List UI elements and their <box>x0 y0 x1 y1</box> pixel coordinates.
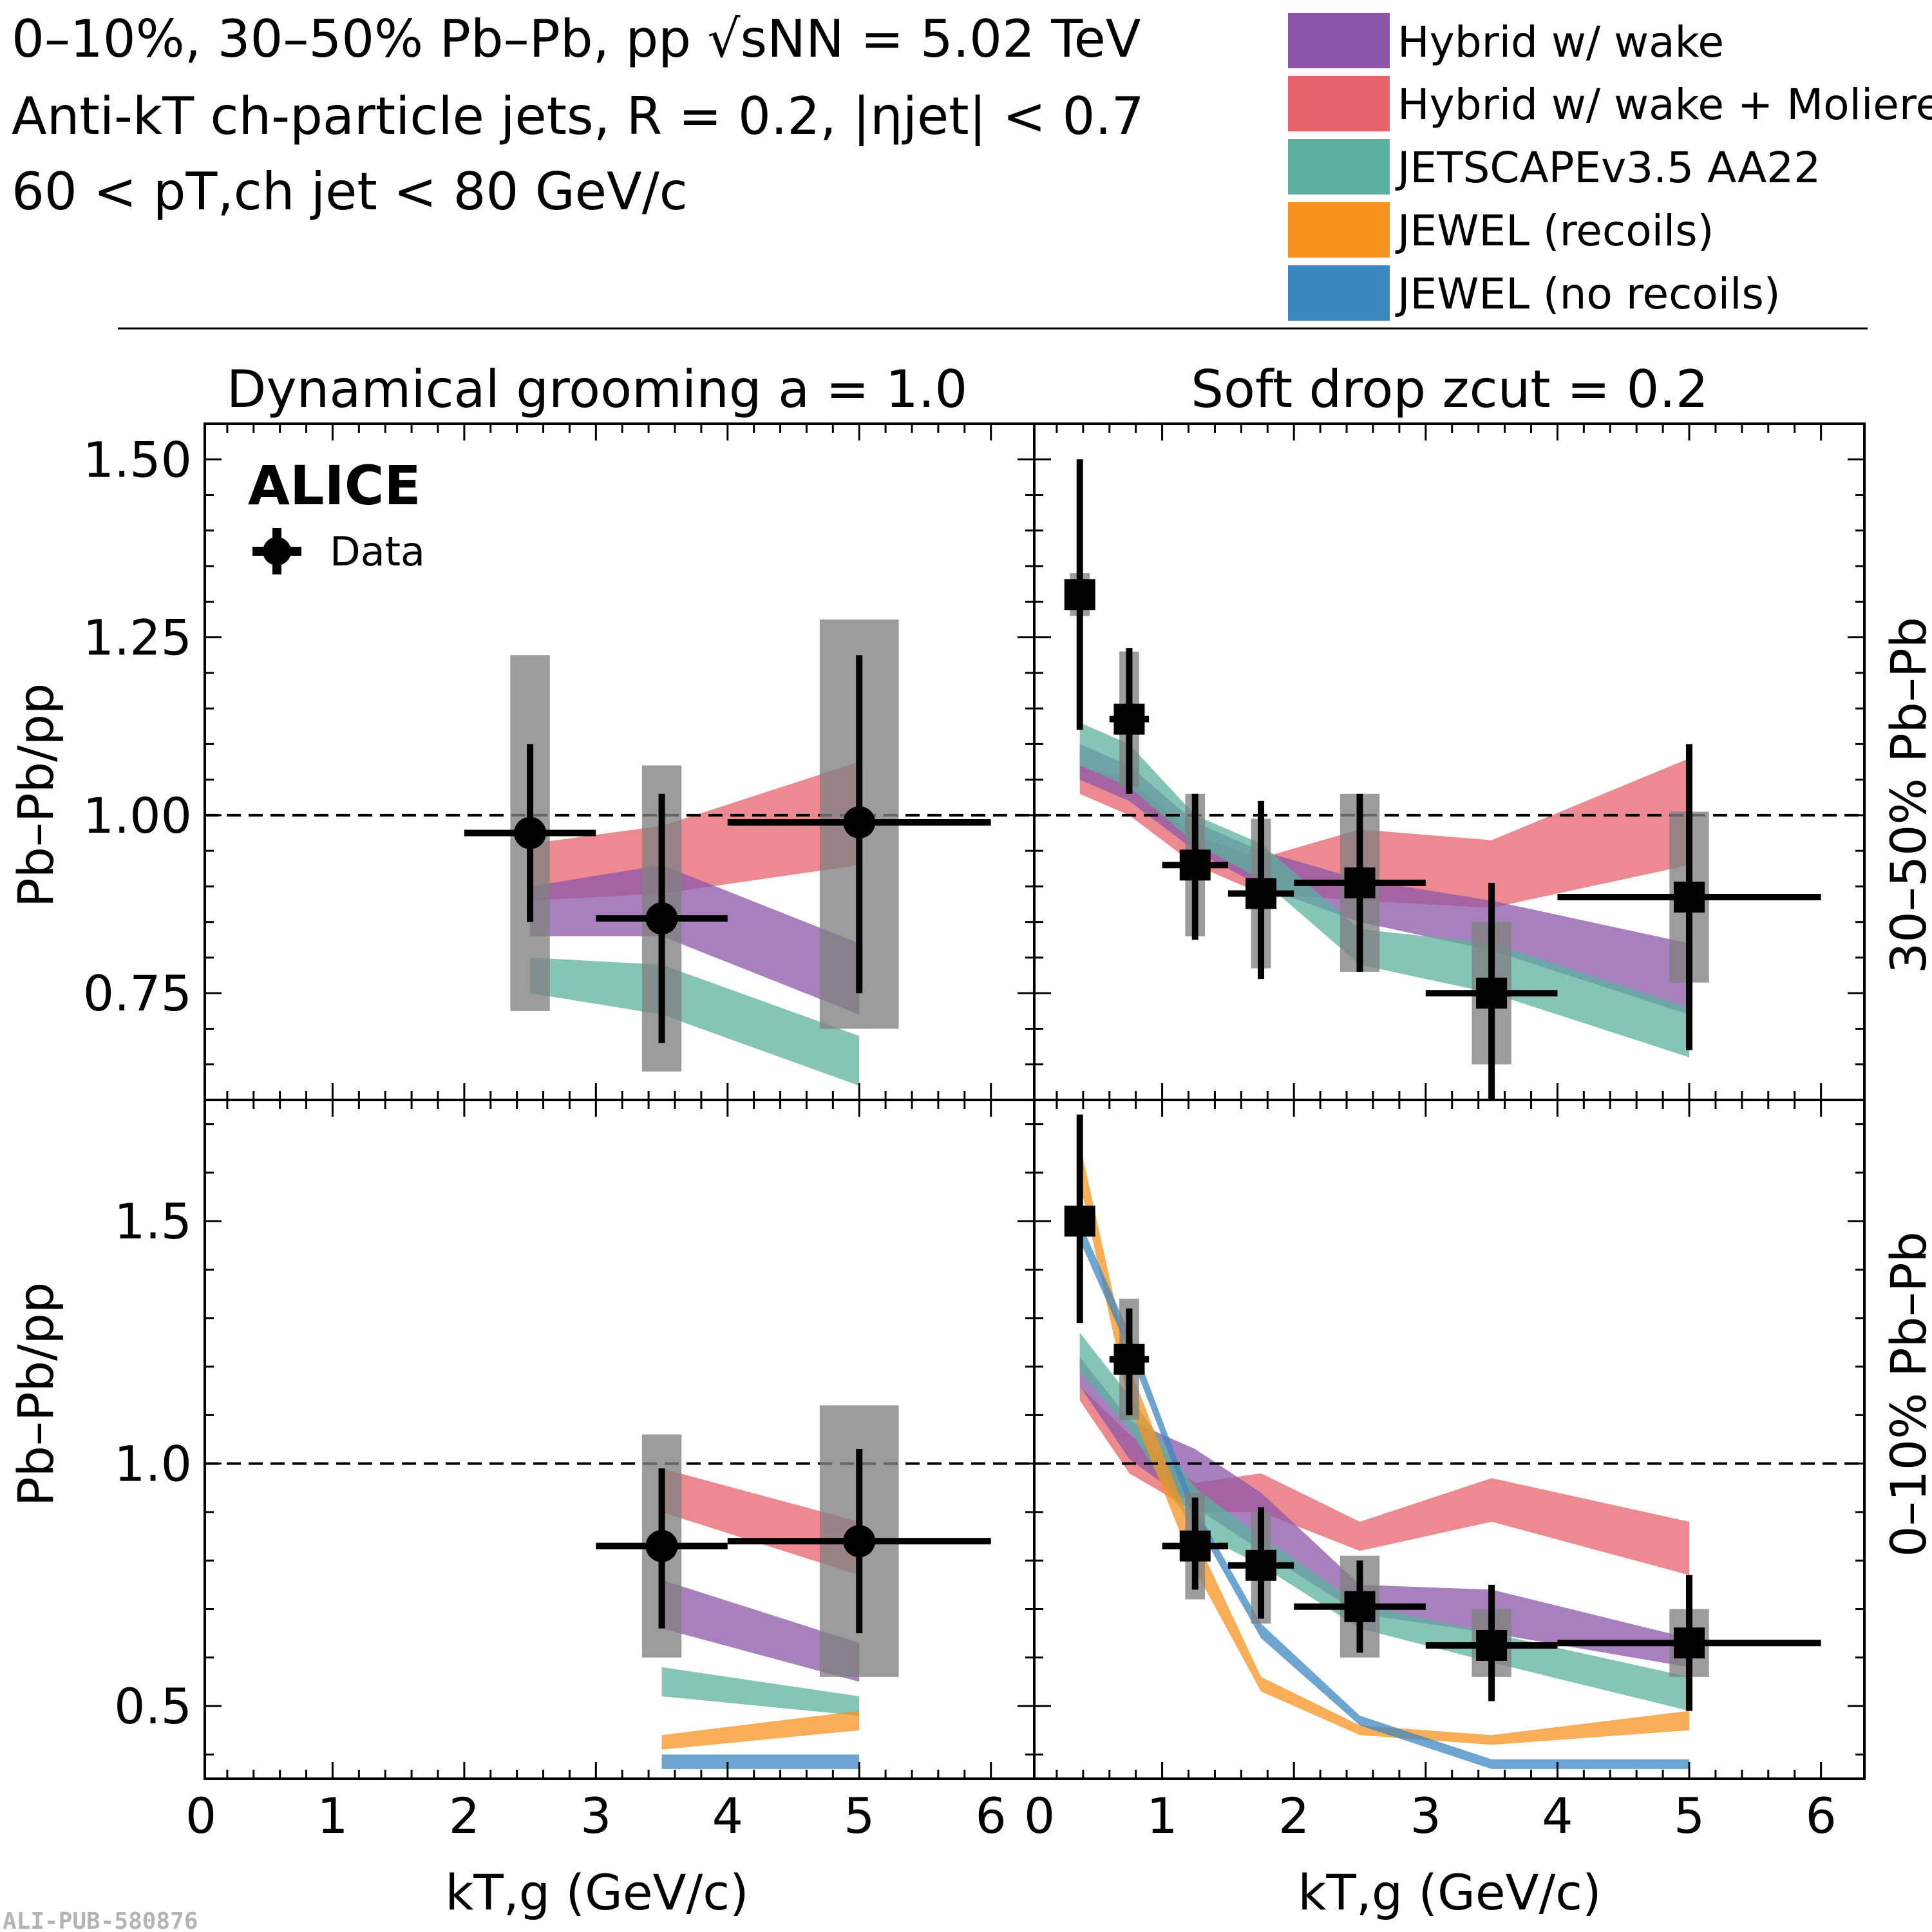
data-point-1 <box>843 1525 876 1558</box>
data-point-0 <box>1064 579 1095 611</box>
band-hybrid-w-wake <box>1079 744 1689 1015</box>
header-line-2: Anti-kT ch-particle jets, R = 0.2, |ηjet… <box>12 86 1144 147</box>
x-ticks <box>226 424 992 1100</box>
y-ticks <box>1034 1123 1864 1756</box>
band-hybrid-w-wake <box>530 865 860 1015</box>
y-ticks <box>1034 422 1864 1101</box>
y-tick-label: 1.25 <box>83 609 192 667</box>
data-point-0 <box>1064 1206 1095 1237</box>
y-tick-label: 1.00 <box>83 787 192 844</box>
band-jewel-no-recoils <box>661 1754 860 1769</box>
band-jewel-recoils <box>661 1710 860 1750</box>
column-title-left: Dynamical grooming a = 1.0 <box>227 359 968 419</box>
data-point-2 <box>843 806 876 838</box>
panel-frame <box>204 1099 1036 1780</box>
x-tick-label: 0 <box>1024 1787 1055 1844</box>
legend-label-jetscape: JETSCAPEv3.5 AA22 <box>1395 143 1821 193</box>
column-title-right: Soft drop zcut = 0.2 <box>1191 359 1709 419</box>
panel-frame <box>1033 422 1866 1101</box>
y-ticks <box>205 422 1034 1101</box>
band-jetscapev3-5-aa22 <box>530 957 860 1086</box>
data-point-4 <box>1344 1591 1376 1622</box>
panel-top-left: 0.75 1.00 1.25 1.50 <box>83 422 1036 1101</box>
x-tick-label: 0 <box>185 1787 216 1844</box>
x-tick-label: 2 <box>1278 1787 1309 1844</box>
band-hybrid-w-wake-moliere <box>661 1468 860 1575</box>
panel-top-right <box>1033 422 1866 1101</box>
x-ticks <box>226 1100 992 1779</box>
legend-swatch-jetscape <box>1288 139 1390 194</box>
x-ticks <box>1056 1100 1823 1779</box>
legend-label-hybrid-wake: Hybrid w/ wake <box>1397 17 1724 67</box>
x-tick-label: 6 <box>975 1787 1006 1844</box>
legend-swatch-jewel-no-recoils <box>1288 265 1390 321</box>
x-tick-label: 4 <box>1542 1787 1573 1844</box>
header: 0–10%, 30–50% Pb–Pb, pp √sNN = 5.02 TeV … <box>12 9 1144 222</box>
x-tick-label: 4 <box>712 1787 743 1844</box>
data-point-4 <box>1344 867 1376 898</box>
y-ticks <box>205 1123 1034 1756</box>
data-point-2 <box>1179 849 1211 881</box>
data-point-3 <box>1245 1549 1277 1581</box>
y-tick-label: 0.5 <box>114 1678 192 1735</box>
plot-area <box>205 1405 1034 1769</box>
data-point-5 <box>1476 1629 1508 1661</box>
header-line-3: 60 < pT,ch jet < 80 GeV/c <box>12 162 688 222</box>
x-tick-label: 6 <box>1805 1787 1836 1844</box>
data-point-1 <box>1113 1343 1145 1375</box>
band-jetscapev3-5-aa22 <box>1079 723 1689 1057</box>
band-hybrid-w-wake <box>661 1580 860 1682</box>
x-tick-label: 3 <box>580 1787 611 1844</box>
x-axis-label-right: kT,g (GeV/c) <box>1298 1864 1601 1921</box>
data-point-5 <box>1476 978 1508 1009</box>
x-ticks <box>1056 424 1823 1100</box>
legend-swatch-jewel-recoils <box>1288 202 1390 258</box>
plot-area <box>1034 459 1864 1100</box>
y-tick-label: 1.50 <box>83 431 192 488</box>
legend-label-hybrid-moliere: Hybrid w/ wake + Moliere <box>1397 80 1932 129</box>
panel-bottom-right: 0 1 2 3 4 5 6 <box>1024 1099 1866 1844</box>
x-tick-label: 3 <box>1410 1787 1441 1844</box>
data-legend-marker-icon <box>252 528 301 574</box>
header-line-1: 0–10%, 30–50% Pb–Pb, pp √sNN = 5.02 TeV <box>12 9 1141 69</box>
x-tick-label: 2 <box>449 1787 480 1844</box>
legend-swatch-hybrid-moliere <box>1288 76 1390 131</box>
y-tick-label: 0.75 <box>83 965 192 1022</box>
data-point-1 <box>1113 703 1145 735</box>
x-tick-label: 5 <box>1674 1787 1705 1844</box>
x-axis-label-left: kT,g (GeV/c) <box>445 1864 748 1921</box>
x-tick-label: 1 <box>317 1787 348 1844</box>
data-point-6 <box>1674 882 1705 913</box>
data-legend-label: Data <box>330 528 425 575</box>
panel-bottom-left: 0 1 2 3 4 5 6 0.5 1.0 1.5 <box>114 1099 1036 1844</box>
data-point-1 <box>645 902 678 935</box>
row-label-bottom: 0–10% Pb–Pb <box>1880 1231 1932 1557</box>
y-axis-label-bottom: Pb–Pb/pp <box>7 1282 64 1506</box>
band-hybrid-w-wake-moliere <box>530 762 860 901</box>
plot-area <box>1034 1114 1864 1769</box>
legend-swatch-hybrid-wake <box>1288 13 1390 68</box>
data-point-3 <box>1245 878 1277 909</box>
x-tick-label: 5 <box>844 1787 875 1844</box>
plot-area <box>205 619 1034 1086</box>
publication-id: ALI-PUB-580876 <box>3 1908 198 1932</box>
band-jetscapev3-5-aa22 <box>661 1667 860 1716</box>
y-axis-label-top: Pb–Pb/pp <box>7 683 64 907</box>
y-tick-label: 1.5 <box>114 1193 192 1250</box>
data-point-0 <box>645 1530 678 1562</box>
legend-label-jewel-recoils: JEWEL (recoils) <box>1395 206 1714 256</box>
legend: Hybrid w/ wake Hybrid w/ wake + Moliere … <box>1288 13 1932 321</box>
panel-frame <box>1033 1099 1866 1780</box>
legend-label-jewel-no-recoils: JEWEL (no recoils) <box>1395 269 1781 319</box>
band-hybrid-w-wake-moliere <box>1079 1386 1689 1575</box>
row-label-top: 30–50% Pb–Pb <box>1880 617 1932 974</box>
x-tick-label: 1 <box>1146 1787 1177 1844</box>
alice-logo-text: ALICE <box>248 454 421 517</box>
data-point-6 <box>1674 1627 1705 1659</box>
data-point-2 <box>1179 1530 1211 1562</box>
y-tick-label: 1.0 <box>114 1435 192 1493</box>
data-point-0 <box>514 817 547 849</box>
